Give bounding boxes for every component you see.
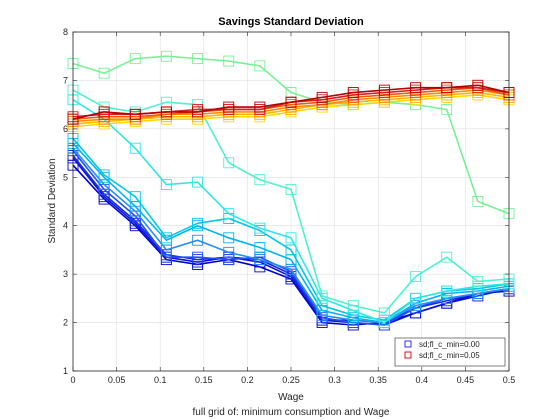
data-point: [285, 96, 297, 108]
figure-caption: full grid of: minimum consumption and Wa…: [193, 407, 390, 418]
series-line: [72, 99, 510, 324]
data-point: [98, 67, 110, 79]
x-tick-label: 0.3: [328, 375, 341, 385]
data-point: [378, 307, 390, 319]
series-layer: [67, 50, 515, 331]
legend-label-2: sd;fl_c_min=0.05: [419, 351, 480, 360]
data-point: [129, 142, 141, 154]
data-point: [192, 234, 204, 246]
x-tick-label: 0.1: [154, 375, 167, 385]
data-point: [160, 179, 172, 191]
series-line: [72, 89, 510, 314]
x-tick-label: 0.35: [369, 375, 387, 385]
data-point: [254, 254, 266, 266]
data-point: [441, 251, 453, 263]
data-point: [285, 232, 297, 244]
series-line: [72, 86, 510, 120]
y-tick-label: 1: [63, 366, 68, 376]
data-point: [441, 82, 453, 94]
x-axis-label: Wage: [278, 392, 304, 403]
data-point: [472, 79, 484, 91]
data-point: [129, 191, 141, 203]
x-tick-label: 0.15: [195, 375, 213, 385]
data-point: [410, 82, 422, 94]
data-point: [223, 254, 235, 266]
data-point: [160, 50, 172, 62]
legend-box: [394, 337, 506, 367]
data-point: [472, 196, 484, 207]
tick-layer: 0 0.05 0.1 0.15 0.2 0.25 0.3 0.35 0.4 0.45 0.5 1 2 3 4…: [63, 27, 515, 385]
x-tick-label: 0.4: [416, 375, 429, 385]
data-point: [223, 208, 235, 220]
data-point: [441, 285, 453, 297]
chart-title: Savings Standard Deviation: [218, 16, 364, 28]
legend-marker-1: [404, 340, 412, 348]
x-tick-label: 0.25: [282, 375, 300, 385]
data-point: [254, 222, 266, 234]
data-point: [223, 232, 235, 244]
x-tick-label: 0.5: [503, 375, 516, 385]
y-tick-label: 7: [63, 75, 68, 85]
data-point: [129, 108, 141, 120]
y-tick-label: 3: [63, 269, 68, 279]
data-point: [192, 176, 204, 188]
data-point: [285, 183, 297, 195]
data-point: [160, 106, 172, 118]
data-point: [254, 60, 266, 72]
data-point: [410, 292, 422, 304]
data-point: [223, 55, 235, 67]
data-point: [410, 271, 422, 283]
x-tick-label: 0.45: [457, 375, 475, 385]
data-point: [316, 91, 328, 103]
legend: sd;fl_c_min=0.00 sd;fl_c_min=0.05: [394, 337, 506, 367]
y-tick-label: 8: [63, 27, 68, 37]
series-16: [67, 79, 515, 125]
series-line: [72, 147, 510, 324]
data-point: [254, 101, 266, 113]
legend-marker-2: [404, 351, 412, 359]
data-point: [98, 106, 110, 118]
data-point: [347, 87, 359, 98]
series-line: [72, 84, 510, 120]
y-tick-label: 2: [63, 318, 68, 328]
data-point: [192, 217, 204, 229]
data-point: [285, 244, 297, 256]
data-point: [441, 104, 453, 115]
series-line: [72, 142, 510, 324]
data-point: [192, 106, 204, 118]
x-tick-label: 0: [70, 375, 75, 385]
data-point: [192, 53, 204, 65]
data-point: [223, 246, 235, 258]
data-point: [254, 174, 266, 186]
data-point: [378, 84, 390, 96]
data-point: [98, 169, 110, 181]
y-tick-label: 5: [63, 172, 68, 182]
data-point: [192, 251, 204, 263]
data-point: [472, 275, 484, 287]
data-point: [160, 232, 172, 244]
x-tick-label: 0.05: [108, 375, 126, 385]
data-point: [129, 53, 141, 65]
y-tick-label: 6: [63, 124, 68, 134]
y-tick-label: 4: [63, 221, 68, 231]
x-tick-label: 0.2: [241, 375, 254, 385]
data-point: [223, 157, 235, 169]
data-point: [160, 251, 172, 263]
y-axis-label: Standard Deviation: [47, 158, 58, 243]
data-point: [316, 290, 328, 302]
data-point: [254, 242, 266, 253]
data-point: [223, 101, 235, 113]
legend-label-1: sd;fl_c_min=0.00: [419, 340, 480, 349]
series-line: [72, 55, 510, 215]
data-point: [347, 300, 359, 312]
